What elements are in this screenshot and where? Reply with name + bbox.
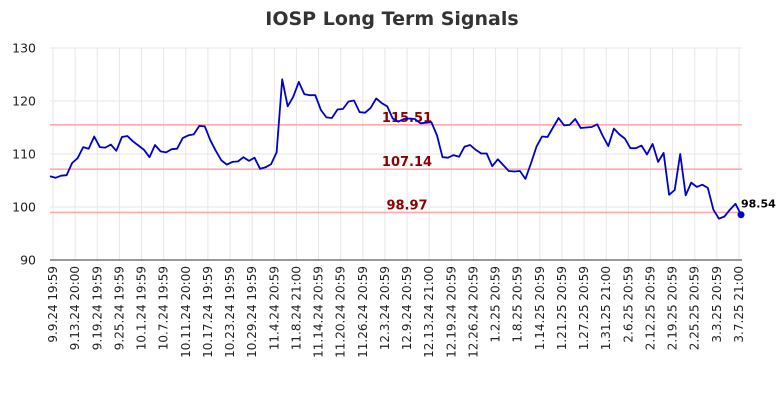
x-tick-label: 12.13.24 21:00 [422, 266, 436, 358]
y-tick-label: 90 [20, 253, 36, 268]
x-tick-label: 10.29.24 19:59 [245, 266, 259, 358]
x-tick-label: 1.31.25 21:00 [599, 266, 613, 350]
x-tick-label: 3.3.25 20:59 [710, 266, 724, 343]
x-tick-label: 12.9.24 20:59 [400, 266, 414, 350]
x-tick-label: 12.19.24 20:59 [444, 266, 458, 358]
x-tick-label: 1.8.25 20:59 [511, 266, 525, 343]
x-tick-label: 1.14.25 20:59 [533, 266, 547, 350]
x-tick-label: 10.23.24 19:59 [223, 266, 237, 358]
x-tick-label: 9.25.24 19:59 [112, 266, 126, 350]
x-tick-label: 11.4.24 20:59 [267, 266, 281, 350]
x-tick-label: 10.1.24 19:59 [135, 266, 149, 350]
x-tick-label: 11.14.24 20:59 [312, 266, 326, 358]
x-tick-label: 2.25.25 20:59 [688, 266, 702, 350]
x-tick-label: 2.6.25 20:59 [621, 266, 635, 343]
x-tick-label: 11.26.24 20:59 [356, 266, 370, 358]
x-tick-label: 9.9.24 19:59 [46, 266, 60, 343]
y-tick-label: 100 [12, 200, 36, 215]
x-tick-label: 1.2.25 20:59 [489, 266, 503, 343]
x-tick-label: 2.19.25 20:59 [666, 266, 680, 350]
signal-label: 107.14 [382, 155, 432, 170]
x-tick-label: 2.12.25 20:59 [643, 266, 657, 350]
y-tick-label: 110 [12, 147, 36, 162]
x-tick-label: 10.11.24 20:00 [179, 266, 193, 358]
x-tick-label: 1.21.25 20:59 [555, 266, 569, 350]
last-price-marker [737, 211, 745, 219]
signal-label: 98.97 [386, 198, 427, 213]
x-tick-label: 12.26.24 20:59 [466, 266, 480, 358]
last-price-label: 98.54 [741, 198, 776, 211]
x-tick-label: 9.13.24 20:00 [68, 266, 82, 350]
y-tick-label: 120 [12, 94, 36, 109]
chart-title: IOSP Long Term Signals [265, 8, 519, 30]
x-tick-label: 9.19.24 19:59 [90, 266, 104, 350]
x-tick-label: 11.20.24 20:59 [334, 266, 348, 358]
x-tick-label: 10.7.24 19:59 [157, 266, 171, 350]
y-tick-label: 130 [12, 41, 36, 56]
x-tick-label: 3.7.25 21:00 [732, 266, 746, 343]
price-series-line [49, 78, 742, 220]
x-tick-label: 12.3.24 20:59 [378, 266, 392, 350]
x-tick-label: 10.17.24 19:59 [201, 266, 215, 358]
x-tick-label: 11.8.24 21:00 [289, 266, 303, 350]
x-tick-label: 1.27.25 20:59 [577, 266, 591, 350]
